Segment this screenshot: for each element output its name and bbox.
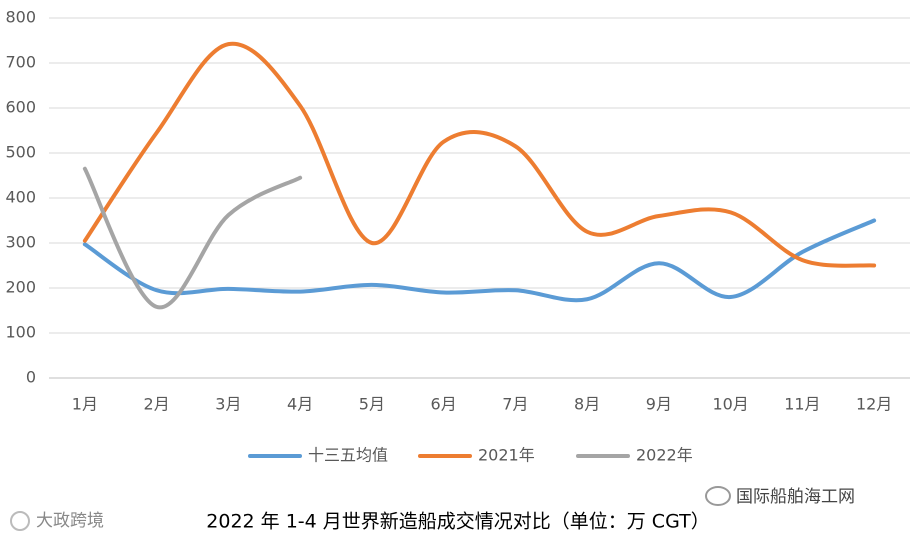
- x-tick-label: 1月: [72, 395, 98, 414]
- y-tick-label: 600: [5, 98, 36, 117]
- y-tick-label: 500: [5, 143, 36, 162]
- x-tick-label: 11月: [784, 395, 820, 414]
- y-tick-label: 0: [26, 368, 36, 387]
- x-tick-label: 6月: [431, 395, 457, 414]
- y-tick-label: 200: [5, 278, 36, 297]
- y-tick-label: 300: [5, 233, 36, 252]
- x-tick-label: 3月: [215, 395, 241, 414]
- wechat-icon: [705, 486, 731, 506]
- legend-label: 2022年: [636, 446, 693, 465]
- legend-label: 2021年: [478, 446, 535, 465]
- x-tick-label: 8月: [574, 395, 600, 414]
- legend-label: 十三五均值: [308, 446, 388, 465]
- line-series: [82, 41, 877, 268]
- y-tick-label: 400: [5, 188, 36, 207]
- x-tick-label: 7月: [502, 395, 528, 414]
- chart-title: 2022 年 1-4 月世界新造船成交情况对比（单位：万 CGT）: [206, 511, 709, 533]
- line-series: [82, 166, 303, 310]
- line-series: [82, 218, 877, 303]
- watermark-icon: [10, 511, 30, 531]
- y-tick-label: 100: [5, 323, 36, 342]
- y-tick-label: 800: [5, 8, 36, 27]
- watermark-right: 国际船舶海工网: [736, 487, 855, 507]
- x-tick-label: 5月: [359, 395, 385, 414]
- y-tick-label: 700: [5, 53, 36, 72]
- x-tick-label: 10月: [712, 395, 748, 414]
- x-tick-label: 4月: [287, 395, 313, 414]
- x-tick-label: 12月: [856, 395, 892, 414]
- x-tick-label: 2月: [144, 395, 170, 414]
- watermark-left: 大政跨境: [36, 511, 104, 531]
- x-tick-label: 9月: [646, 395, 672, 414]
